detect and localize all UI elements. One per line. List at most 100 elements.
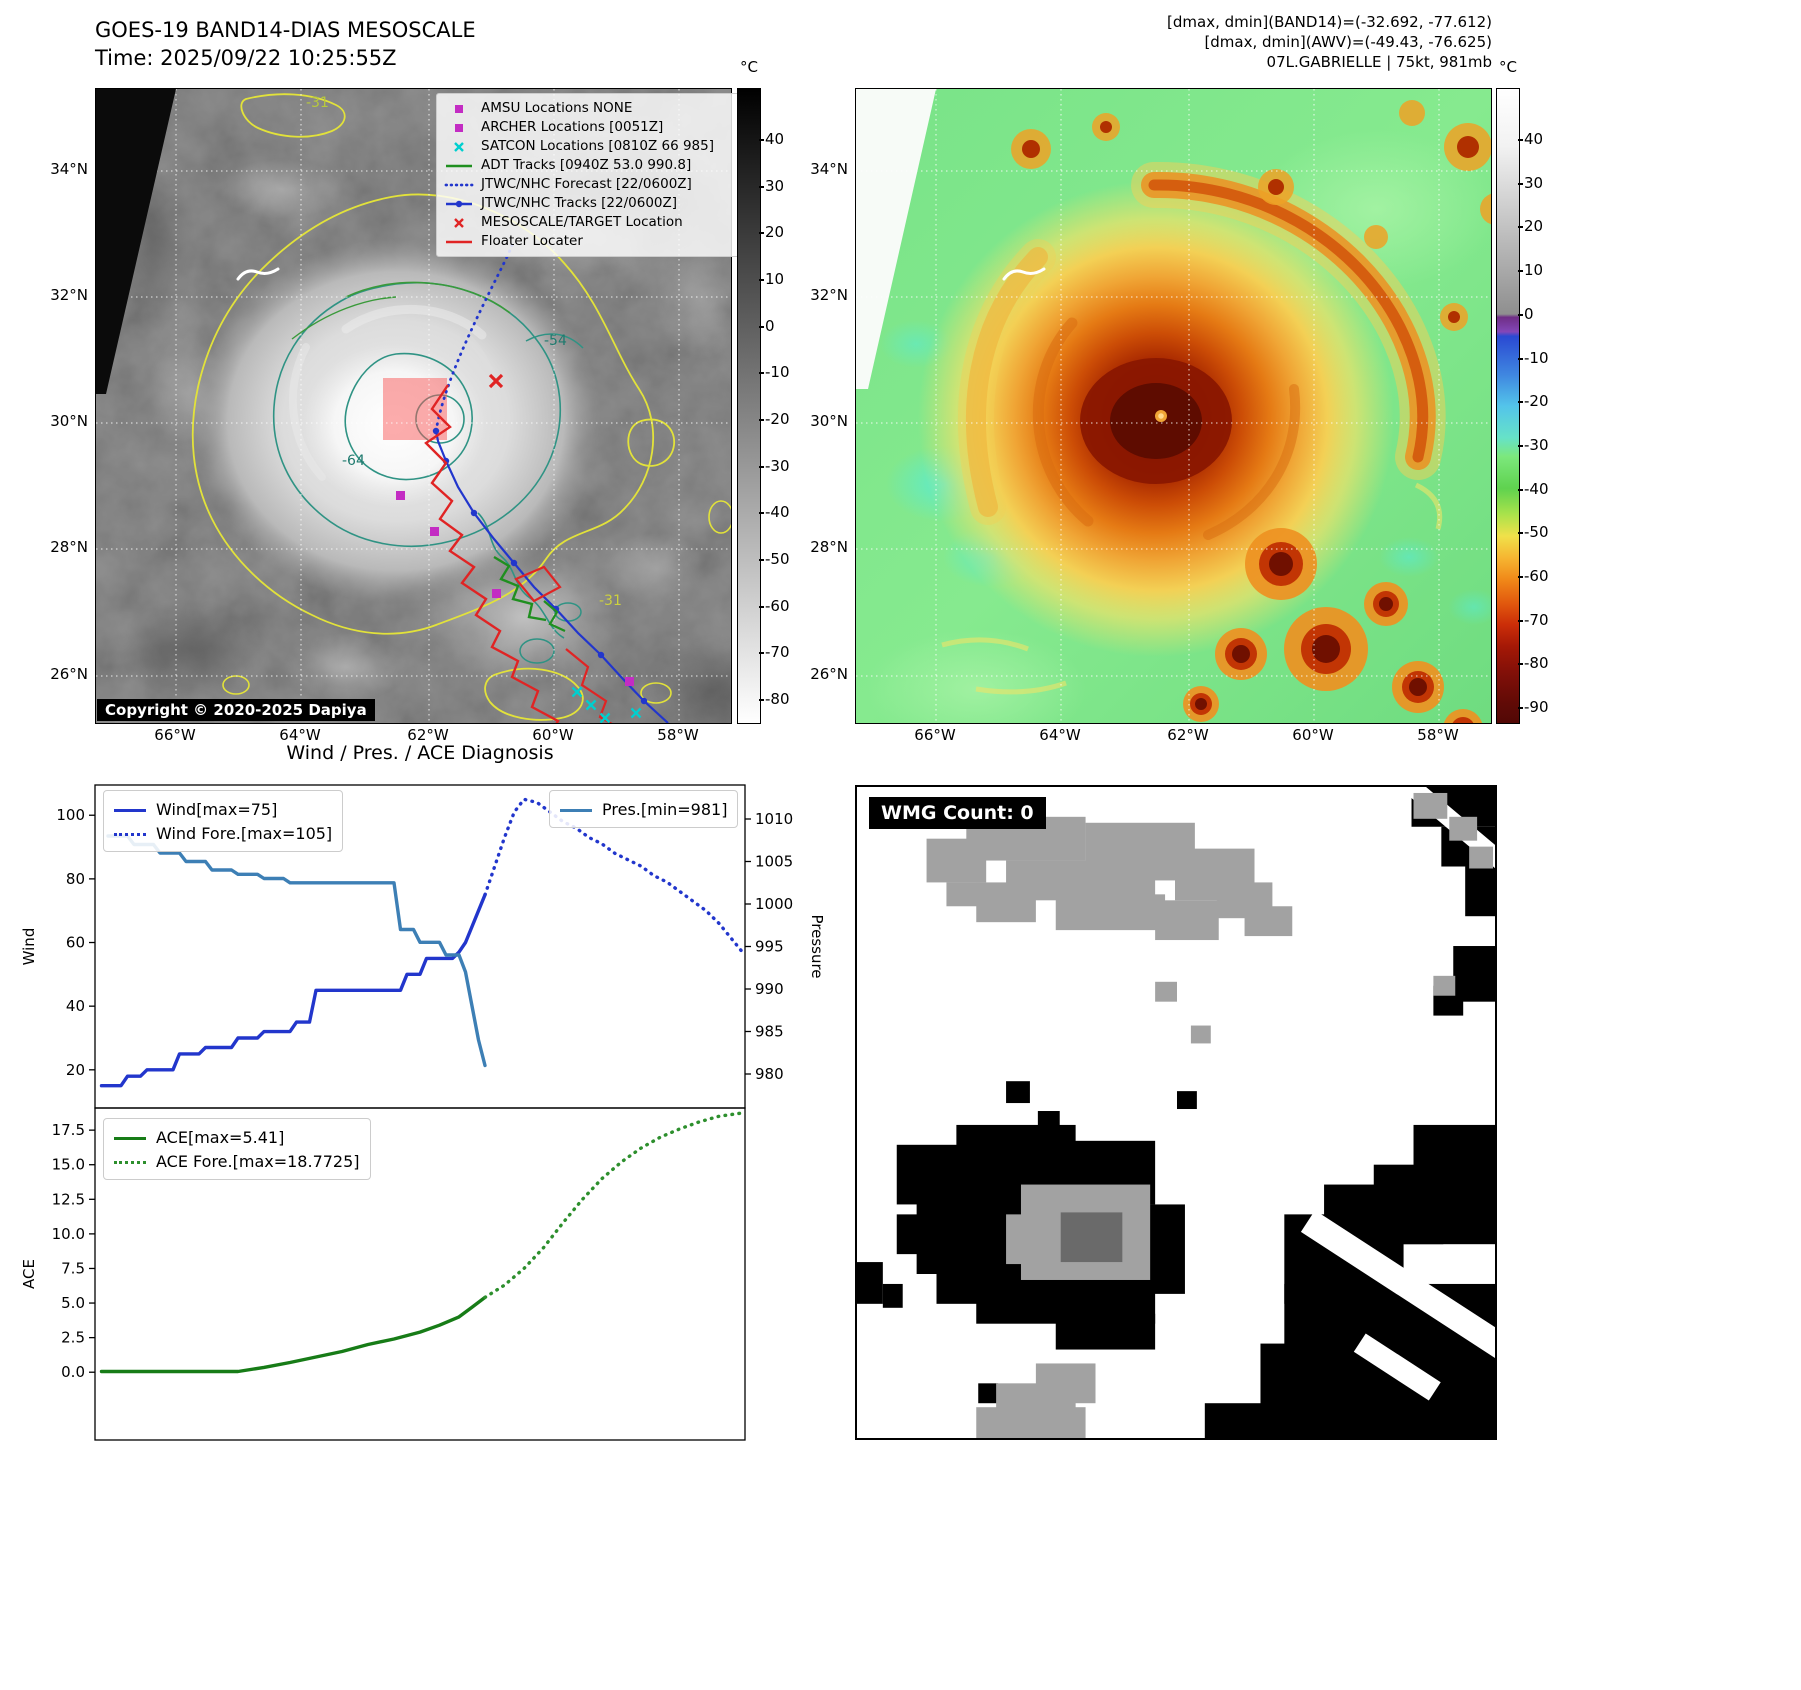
tr-colorbar-tick: 0 — [1524, 304, 1534, 323]
storm-info-block: [dmax, dmin](BAND14)=(-32.692, -77.612) … — [1092, 12, 1492, 72]
cloud-streak — [236, 267, 280, 281]
tl-lon-tick: 64°W — [279, 726, 321, 744]
awv-imagery — [856, 89, 1491, 723]
graticule-gridlines — [856, 89, 1491, 723]
line-marker-icon — [446, 240, 472, 243]
page-title: GOES-19 BAND14-DIAS MESOSCALE — [95, 18, 476, 42]
y-tick-label: 60 — [66, 934, 85, 952]
chart-legend-item: Pres.[min=981] — [560, 797, 727, 821]
tr-colorbar-tick: 30 — [1524, 173, 1544, 192]
map-legend-label: JTWC/NHC Forecast [22/0600Z] — [481, 176, 692, 192]
y-tick-label: 990 — [755, 980, 784, 998]
storm-tracks — [396, 243, 669, 723]
map-legend-item: AMSU Locations NONE — [444, 99, 734, 118]
tick-mark — [1518, 270, 1523, 273]
tick-mark — [759, 698, 764, 701]
tl-colorbar-tick: 40 — [765, 130, 785, 148]
tl-lon-tick: 62°W — [407, 726, 449, 744]
chart-legend-item: Wind Fore.[max=105] — [114, 821, 332, 845]
adt-track-line — [493, 555, 547, 622]
colorbar-unit: °C — [1499, 58, 1517, 76]
storm-intensity: 07L.GABRIELLE | 75kt, 981mb — [1266, 53, 1492, 71]
series-line — [483, 1110, 747, 1300]
y-tick-label: 1010 — [755, 810, 793, 828]
tick-mark — [759, 558, 764, 561]
legend-line-sample — [114, 832, 146, 836]
tl-colorbar-tick: -60 — [765, 596, 790, 615]
y-axis-label: ACE — [20, 1259, 38, 1289]
tick-mark — [1518, 357, 1523, 360]
floater-loop — [514, 565, 562, 603]
tr-colorbar-tick: -20 — [1524, 392, 1549, 411]
tr-lat-tick: 30°N — [810, 412, 848, 430]
tr-lat-tick: 32°N — [810, 286, 848, 304]
tl-lat-tick: 34°N — [50, 160, 88, 178]
tl-lat-tick: 28°N — [50, 538, 88, 556]
y-tick-label: 100 — [56, 806, 85, 824]
tick-mark — [759, 232, 764, 235]
tr-colorbar-tick: -10 — [1524, 348, 1549, 367]
tl-colorbar-tick: -10 — [765, 363, 790, 382]
x-marker-icon — [454, 217, 464, 228]
cloud-streak — [1002, 267, 1046, 281]
tr-colorbar-tick: -50 — [1524, 523, 1549, 542]
map-legend-label: JTWC/NHC Tracks [22/0600Z] — [481, 195, 678, 211]
awv-colorbar — [1496, 88, 1520, 724]
tl-lon-tick: 66°W — [154, 726, 196, 744]
map-legend-item: JTWC/NHC Tracks [22/0600Z] — [444, 194, 734, 213]
map-legend-label: AMSU Locations NONE — [481, 100, 633, 116]
chart-legend: ACE[max=5.41] ACE Fore.[max=18.7725] — [103, 1118, 371, 1180]
tr-colorbar-tick: -60 — [1524, 567, 1549, 585]
tick-mark — [1518, 226, 1523, 229]
chart-legend-label: Wind[max=75] — [156, 799, 278, 819]
y-tick-label: 985 — [755, 1023, 784, 1041]
tl-colorbar-tick: 0 — [765, 316, 775, 335]
timestamp: Time: 2025/09/22 10:25:55Z — [95, 46, 397, 70]
map-legend-label: SATCON Locations [0810Z 66 985] — [481, 138, 714, 154]
tick-mark — [1518, 444, 1523, 447]
tick-mark — [759, 652, 764, 655]
y-tick-label: 0.0 — [61, 1363, 85, 1381]
tl-lat-tick: 30°N — [50, 412, 88, 430]
tl-colorbar-tick: -40 — [765, 503, 790, 522]
tl-colorbar-tick: -50 — [765, 549, 790, 568]
tick-mark — [1518, 139, 1523, 141]
legend-line-sample — [560, 808, 592, 812]
legend-line-sample — [114, 808, 146, 812]
tr-lat-tick: 26°N — [810, 665, 848, 683]
tick-mark — [1518, 532, 1523, 535]
map-legend: AMSU Locations NONE ARCHER Locations [005… — [436, 93, 742, 257]
target-x-marker — [488, 373, 504, 389]
series-line — [99, 893, 487, 1088]
tl-colorbar-tick: -80 — [765, 689, 790, 708]
y-tick-label: 80 — [66, 870, 85, 888]
tick-mark — [1518, 313, 1523, 316]
tl-colorbar-tick: -70 — [765, 643, 790, 662]
tr-lon-tick: 62°W — [1167, 726, 1209, 744]
tick-mark — [759, 325, 764, 328]
tr-colorbar-tick: 10 — [1524, 261, 1544, 280]
chart-legend-item: ACE[max=5.41] — [114, 1125, 360, 1149]
map-legend-item: JTWC/NHC Forecast [22/0600Z] — [444, 175, 734, 194]
chart-legend-label: Pres.[min=981] — [602, 799, 728, 819]
series-line — [99, 1295, 487, 1374]
chart-legend-item: ACE Fore.[max=18.7725] — [114, 1149, 360, 1173]
tl-colorbar-tick: 20 — [765, 223, 785, 242]
legend-line-sample — [114, 1136, 146, 1140]
map-legend-item: Floater Locater — [444, 232, 734, 251]
y-tick-label: 2.5 — [61, 1329, 85, 1347]
tick-mark — [759, 185, 764, 188]
map-legend-label: MESOSCALE/TARGET Location — [481, 214, 683, 230]
contour-label: -31 — [306, 95, 329, 111]
map-legend-item: SATCON Locations [0810Z 66 985] — [444, 137, 734, 156]
y-tick-label: 10.0 — [52, 1225, 85, 1243]
tl-colorbar-tick: -30 — [765, 456, 790, 475]
awv-satellite-image — [856, 89, 1491, 723]
tl-lat-tick: 32°N — [50, 286, 88, 304]
tl-colorbar-tick: 30 — [765, 176, 785, 195]
map-legend-item: ADT Tracks [0940Z 53.0 990.8] — [444, 156, 734, 175]
y-tick-label: 1000 — [755, 895, 793, 913]
scan-edge-wedge — [856, 89, 936, 389]
tr-colorbar-tick: 20 — [1524, 217, 1544, 236]
